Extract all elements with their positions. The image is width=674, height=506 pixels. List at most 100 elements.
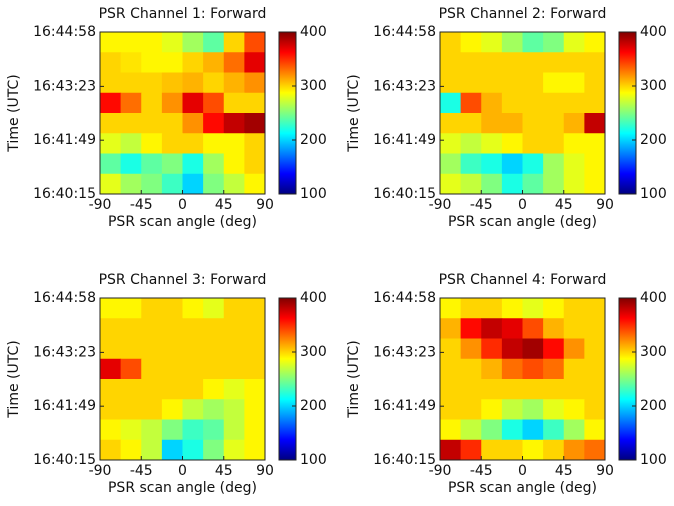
- heatmap-cell: [141, 440, 162, 461]
- heatmap-cell: [481, 318, 502, 339]
- heatmap-cell: [481, 440, 502, 461]
- heatmap-cell: [502, 339, 523, 360]
- heatmap-cell: [100, 32, 121, 53]
- heatmap-cell: [141, 52, 162, 73]
- heatmap-cell: [564, 154, 585, 175]
- heatmap-cell: [121, 32, 142, 53]
- heatmap-cell: [440, 113, 461, 134]
- heatmap-cell: [523, 73, 544, 94]
- heatmap-cell: [141, 318, 162, 339]
- heatmap-cell: [162, 420, 183, 441]
- heatmap-cell: [203, 52, 224, 73]
- heatmap-cell: [461, 52, 482, 73]
- heatmap-cell: [543, 174, 564, 195]
- heatmap-cell: [203, 440, 224, 461]
- heatmap-cell: [564, 93, 585, 114]
- heatmap-cell: [183, 113, 204, 134]
- heatmap-cell: [183, 359, 204, 380]
- heatmap-cell: [440, 93, 461, 114]
- heatmap-cell: [100, 133, 121, 154]
- colorbar-tick-label: 400: [300, 24, 327, 40]
- heatmap-cell: [564, 420, 585, 441]
- y-tick-label: 16:41:49: [33, 398, 96, 414]
- heatmap-cell: [100, 318, 121, 339]
- heatmap-cell: [440, 420, 461, 441]
- heatmap-cell: [244, 52, 265, 73]
- x-tick-label: -45: [130, 463, 153, 479]
- heatmap-cell: [481, 73, 502, 94]
- heatmap-cell: [461, 318, 482, 339]
- colorbar: [279, 298, 296, 460]
- heatmap-cell: [564, 339, 585, 360]
- heatmap-cell: [502, 298, 523, 319]
- heatmap-cell: [564, 174, 585, 195]
- heatmap-cell: [502, 420, 523, 441]
- heatmap-cell: [224, 73, 245, 94]
- heatmap-cell: [523, 32, 544, 53]
- heatmap-cell: [523, 379, 544, 400]
- heatmap-cell: [121, 113, 142, 134]
- chart-title: PSR Channel 4: Forward: [439, 272, 607, 288]
- heatmap-cell: [440, 318, 461, 339]
- y-tick-label: 16:41:49: [373, 398, 436, 414]
- heatmap-cell: [141, 379, 162, 400]
- heatmap-cell: [481, 359, 502, 380]
- heatmap-cell: [121, 399, 142, 420]
- y-tick-label: 16:43:23: [373, 344, 436, 360]
- heatmap-cell: [502, 359, 523, 380]
- heatmap-cell: [481, 113, 502, 134]
- heatmap-cell: [224, 359, 245, 380]
- heatmap-cell: [141, 298, 162, 319]
- heatmap-cell: [244, 359, 265, 380]
- x-tick-label: -45: [130, 197, 153, 213]
- heatmap-cell: [183, 399, 204, 420]
- heatmap-cell: [224, 52, 245, 73]
- heatmap-cell: [183, 298, 204, 319]
- heatmap-cell: [564, 73, 585, 94]
- heatmap-cell: [461, 399, 482, 420]
- heatmap-cell: [244, 339, 265, 360]
- colorbar-tick-label: 300: [640, 344, 667, 360]
- heatmap-cell: [162, 93, 183, 114]
- heatmap-cell: [461, 339, 482, 360]
- heatmap-cell: [543, 93, 564, 114]
- heatmap-cell: [584, 379, 605, 400]
- heatmap-cell: [564, 32, 585, 53]
- heatmap-cell: [244, 113, 265, 134]
- heatmap-cell: [162, 52, 183, 73]
- heatmap-cell: [162, 298, 183, 319]
- heatmap-cell: [523, 93, 544, 114]
- heatmap-cell: [244, 133, 265, 154]
- heatmap-cell: [584, 399, 605, 420]
- heatmap-cell: [100, 174, 121, 195]
- heatmap-cell: [543, 359, 564, 380]
- colorbar-tick-label: 100: [300, 452, 327, 468]
- heatmap-cell: [121, 379, 142, 400]
- x-tick-label: -45: [470, 463, 493, 479]
- heatmap-cell: [502, 73, 523, 94]
- heatmap-cell: [584, 298, 605, 319]
- heatmap-cell: [121, 298, 142, 319]
- x-tick-label: 0: [518, 197, 527, 213]
- heatmap-cell: [224, 420, 245, 441]
- heatmap-cell: [141, 359, 162, 380]
- heatmap-cell: [461, 420, 482, 441]
- heatmap-cell: [502, 154, 523, 175]
- heatmap-cell: [203, 32, 224, 53]
- heatmap-cell: [183, 339, 204, 360]
- heatmap-cell: [502, 379, 523, 400]
- heatmap-cell: [100, 379, 121, 400]
- heatmap-cell: [141, 73, 162, 94]
- heatmap-cell: [183, 52, 204, 73]
- heatmap-cell: [224, 133, 245, 154]
- heatmap-cell: [481, 174, 502, 195]
- heatmap-cell: [121, 420, 142, 441]
- heatmap-cell: [224, 154, 245, 175]
- x-tick-label: 90: [596, 463, 614, 479]
- heatmap-cell: [502, 52, 523, 73]
- heatmap-cell: [183, 174, 204, 195]
- heatmap-cell: [461, 73, 482, 94]
- chart-panel: PSR Channel 4: Forward-90-450459016:40:1…: [346, 272, 667, 496]
- heatmap-cell: [203, 420, 224, 441]
- heatmap-cell: [502, 32, 523, 53]
